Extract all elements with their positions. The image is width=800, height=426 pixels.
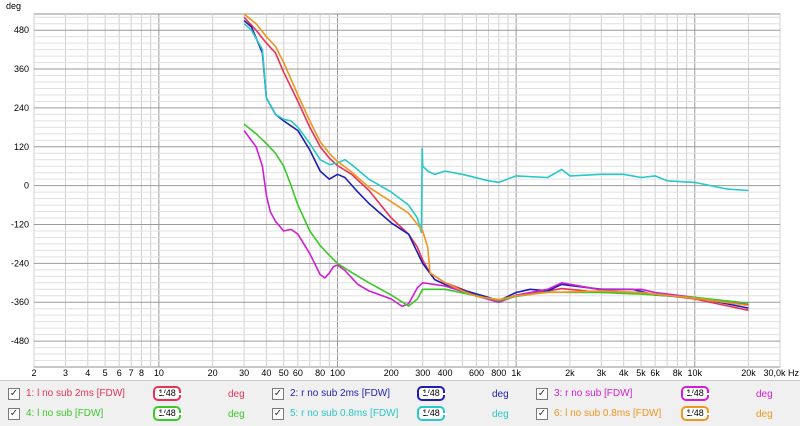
y-tick-labels: 480 360 240 120 0 -120 -240 -360 -480 bbox=[11, 25, 29, 346]
x-tick-label: 80 bbox=[315, 368, 325, 378]
legend-label: 6: l no sub 0.8ms [FDW] bbox=[554, 408, 662, 419]
legend-item-1[interactable]: ✓ 1: l no sub 2ms [FDW] 1/48 deg bbox=[8, 385, 273, 405]
smoothing-button[interactable]: 1/48 bbox=[417, 386, 447, 401]
legend-checkbox[interactable]: ✓ bbox=[272, 388, 284, 400]
x-tick-label: 20 bbox=[208, 368, 218, 378]
x-tick-label: 40 bbox=[261, 368, 271, 378]
x-tick-label: 5 bbox=[103, 368, 108, 378]
legend-label: 1: l no sub 2ms [FDW] bbox=[26, 388, 125, 399]
y-axis-label: deg bbox=[6, 1, 21, 11]
legend-checkbox[interactable]: ✓ bbox=[272, 408, 284, 420]
x-tick-label: 10 bbox=[154, 368, 164, 378]
series-line-5 bbox=[243, 23, 749, 234]
y-tick-label: 240 bbox=[14, 103, 29, 113]
x-tick-label: 2k bbox=[565, 368, 575, 378]
y-tick-label: -360 bbox=[11, 297, 29, 307]
x-tick-label: 2 bbox=[31, 368, 36, 378]
legend-item-5[interactable]: ✓ 5: r no sub 0.8ms [FDW] 1/48 deg bbox=[272, 405, 537, 425]
legend-item-6[interactable]: ✓ 6: l no sub 0.8ms [FDW] 1/48 deg bbox=[536, 405, 800, 425]
x-tick-label: 6 bbox=[117, 368, 122, 378]
x-tick-label: 4 bbox=[85, 368, 90, 378]
x-tick-label: 30 bbox=[239, 368, 249, 378]
plot-area bbox=[33, 13, 781, 368]
y-tick-label: -480 bbox=[11, 336, 29, 346]
smoothing-button[interactable]: 1/48 bbox=[681, 406, 711, 421]
series-line-3 bbox=[243, 130, 749, 308]
x-tick-label: 10k bbox=[688, 368, 703, 378]
x-tick-label: 1k bbox=[511, 368, 521, 378]
legend-item-3[interactable]: ✓ 3: r no sub [FDW] 1/48 deg bbox=[536, 385, 800, 405]
smoothing-button[interactable]: 1/48 bbox=[681, 386, 711, 401]
series-line-1 bbox=[243, 16, 749, 312]
x-tick-label: 8 bbox=[139, 368, 144, 378]
y-tick-label: 360 bbox=[14, 64, 29, 74]
legend-checkbox[interactable]: ✓ bbox=[536, 408, 548, 420]
legend-unit: deg bbox=[492, 389, 509, 400]
legend-checkbox[interactable]: ✓ bbox=[8, 388, 20, 400]
legend-label: 4: l no sub [FDW] bbox=[26, 408, 104, 419]
series-lines bbox=[243, 13, 749, 312]
x-tick-label: 20k bbox=[741, 368, 756, 378]
y-tick-label: 0 bbox=[24, 181, 29, 191]
legend-label: 3: r no sub [FDW] bbox=[554, 388, 633, 399]
legend-unit: deg bbox=[756, 409, 773, 420]
x-tick-label: 5k bbox=[636, 368, 646, 378]
y-tick-label: -120 bbox=[11, 220, 29, 230]
legend-unit: deg bbox=[756, 389, 773, 400]
x-tick-label: 100 bbox=[330, 368, 345, 378]
x-tick-label: 600 bbox=[469, 368, 484, 378]
x-tick-label: 800 bbox=[491, 368, 506, 378]
series-line-6 bbox=[243, 13, 749, 307]
legend-unit: deg bbox=[228, 389, 245, 400]
y-tick-label: 480 bbox=[14, 25, 29, 35]
smoothing-button[interactable]: 1/48 bbox=[417, 406, 447, 421]
legend-unit: deg bbox=[492, 409, 509, 420]
x-tick-label: 8k bbox=[673, 368, 683, 378]
series-line-2 bbox=[243, 19, 749, 309]
legend-label: 5: r no sub 0.8ms [FDW] bbox=[290, 408, 399, 419]
x-tick-label: 4k bbox=[619, 368, 629, 378]
grid bbox=[33, 14, 781, 367]
x-tick-label: 50 bbox=[279, 368, 289, 378]
x-tick-label: 60 bbox=[293, 368, 303, 378]
x-tick-labels: 2 3 4 5 6 7 8 10 20 30 40 50 60 80 100 200 300 400 600 800 1… bbox=[31, 368, 799, 378]
legend-checkbox[interactable]: ✓ bbox=[8, 408, 20, 420]
legend-unit: deg bbox=[228, 409, 245, 420]
x-tick-label: 3k bbox=[597, 368, 607, 378]
smoothing-button[interactable]: 1/48 bbox=[153, 406, 183, 421]
smoothing-button[interactable]: 1/48 bbox=[153, 386, 183, 401]
x-tick-label: 30,0k Hz bbox=[763, 368, 799, 378]
x-tick-label: 400 bbox=[438, 368, 453, 378]
legend-checkbox[interactable]: ✓ bbox=[536, 388, 548, 400]
legend-item-2[interactable]: ✓ 2: r no sub 2ms [FDW] 1/48 deg bbox=[272, 385, 537, 405]
x-tick-label: 300 bbox=[415, 368, 430, 378]
x-tick-label: 7 bbox=[129, 368, 134, 378]
y-tick-label: 120 bbox=[14, 142, 29, 152]
x-tick-label: 6k bbox=[650, 368, 660, 378]
legend-item-4[interactable]: ✓ 4: l no sub [FDW] 1/48 deg bbox=[8, 405, 273, 425]
legend-label: 2: r no sub 2ms [FDW] bbox=[290, 388, 391, 399]
legend-panel: ✓ 1: l no sub 2ms [FDW] 1/48 deg ✓ 2: r … bbox=[0, 380, 800, 426]
x-tick-label: 200 bbox=[384, 368, 399, 378]
y-tick-label: -240 bbox=[11, 258, 29, 268]
x-tick-label: 3 bbox=[63, 368, 68, 378]
